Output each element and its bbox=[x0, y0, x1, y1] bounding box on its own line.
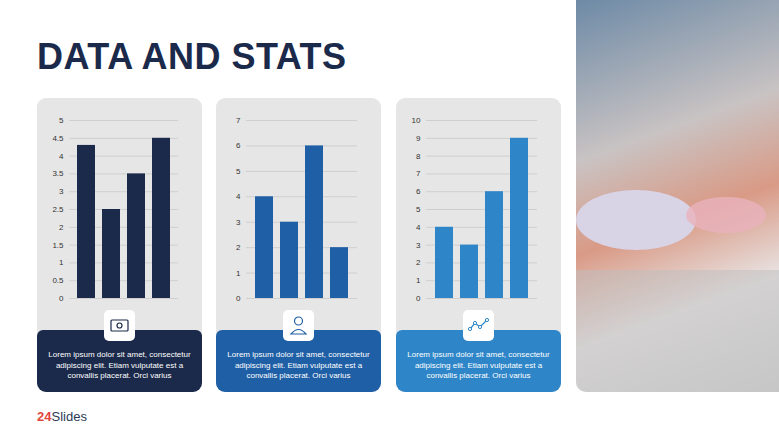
svg-text:5: 5 bbox=[59, 116, 64, 125]
svg-text:1: 1 bbox=[416, 276, 421, 285]
svg-text:0: 0 bbox=[416, 294, 421, 303]
svg-text:2.5: 2.5 bbox=[52, 205, 64, 214]
svg-text:5: 5 bbox=[416, 205, 421, 214]
svg-text:6: 6 bbox=[236, 141, 241, 150]
svg-text:2: 2 bbox=[59, 223, 64, 232]
svg-text:10: 10 bbox=[412, 116, 421, 125]
svg-text:5: 5 bbox=[236, 167, 241, 176]
svg-text:1.5: 1.5 bbox=[52, 241, 64, 250]
svg-text:4: 4 bbox=[416, 223, 421, 232]
svg-text:9: 9 bbox=[416, 134, 421, 143]
svg-text:3.5: 3.5 bbox=[52, 169, 64, 178]
svg-text:4: 4 bbox=[236, 192, 241, 201]
html-text:DATA AND STATS: DATA AND STATS bbox=[37, 36, 347, 77]
svg-text:4.5: 4.5 bbox=[52, 134, 64, 143]
svg-text:7: 7 bbox=[236, 116, 241, 125]
svg-text:1: 1 bbox=[59, 258, 64, 267]
svg-text:3: 3 bbox=[236, 218, 241, 227]
svg-text:2: 2 bbox=[416, 258, 421, 267]
svg-text:7: 7 bbox=[416, 169, 421, 178]
html-text:Lorem ipsum dolor sit amet, co: Lorem ipsum dolor sit amet, consectetur … bbox=[407, 350, 550, 380]
svg-text:0.5: 0.5 bbox=[52, 276, 64, 285]
svg-text:8: 8 bbox=[416, 152, 421, 161]
html-text:24 Slides: 24 Slides bbox=[37, 409, 87, 424]
svg-text:0: 0 bbox=[236, 294, 241, 303]
svg-text:3: 3 bbox=[59, 187, 64, 196]
svg-text:1: 1 bbox=[236, 269, 241, 278]
html-text:Lorem ipsum dolor sit amet, co: Lorem ipsum dolor sit amet, consectetur … bbox=[227, 350, 370, 380]
svg-text:2: 2 bbox=[236, 243, 241, 252]
html-text:Lorem ipsum dolor sit amet, co: Lorem ipsum dolor sit amet, consectetur … bbox=[48, 350, 191, 380]
svg-text:4: 4 bbox=[59, 152, 64, 161]
svg-text:3: 3 bbox=[416, 241, 421, 250]
svg-text:6: 6 bbox=[416, 187, 421, 196]
svg-text:0: 0 bbox=[59, 294, 64, 303]
